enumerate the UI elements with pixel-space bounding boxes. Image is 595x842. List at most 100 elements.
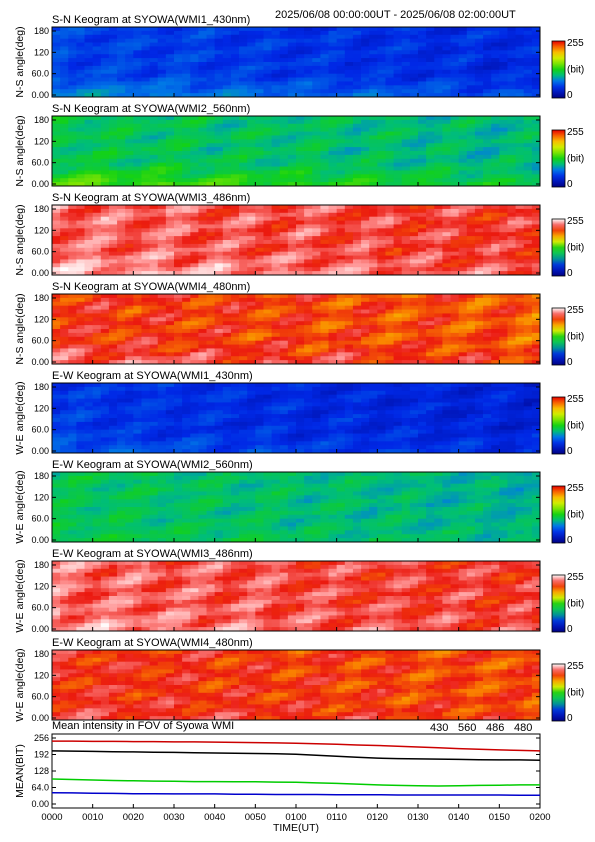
keogram-title: E-W Keogram at SYOWA(WMI1_430nm) — [52, 370, 253, 382]
x-tick-label: 0100 — [285, 812, 306, 823]
y-tick-label: 120 — [34, 136, 49, 146]
x-tick-label: 0020 — [123, 812, 144, 823]
y-tick-label: 60.0 — [31, 336, 49, 346]
x-tick-label: 0050 — [245, 812, 266, 823]
keogram-image — [52, 383, 541, 454]
series-line-560 — [51, 778, 540, 787]
y-axis-label: N-S angle(deg) — [14, 293, 26, 364]
colorbar-min-label: 0 — [567, 357, 573, 368]
y-axis-label: W-E angle(deg) — [14, 559, 26, 632]
y-tick-label: 120 — [34, 581, 49, 591]
keogram-panel: S-N Keogram at SYOWA(WMI1_430nm) 0.00 60.0… — [14, 14, 584, 101]
y-tick-label: 180 — [34, 26, 49, 36]
colorbar — [551, 485, 566, 544]
colorbar-max-label: 255 — [567, 483, 584, 494]
mean-y-tick-label: 128 — [34, 766, 49, 776]
colorbar-max-label: 255 — [567, 394, 584, 405]
colorbar-unit-label: (bit) — [567, 599, 584, 610]
series-line-480 — [51, 750, 541, 761]
keogram-panel: E-W Keogram at SYOWA(WMI2_560nm) 0.00 60.0… — [14, 459, 584, 546]
keogram-title: S-N Keogram at SYOWA(WMI4_480nm) — [52, 281, 250, 293]
colorbar-unit-label: (bit) — [567, 421, 584, 432]
y-tick-label: 0.00 — [31, 179, 49, 189]
x-tick-label: 0200 — [529, 812, 550, 823]
y-axis-label: W-E angle(deg) — [14, 381, 26, 454]
y-tick-label: 120 — [34, 314, 49, 324]
colorbar-unit-label: (bit) — [567, 154, 584, 165]
legend-entry: 430 — [430, 722, 448, 734]
y-tick-label: 60.0 — [31, 425, 49, 435]
keogram-image — [52, 205, 541, 276]
y-axis-label: W-E angle(deg) — [14, 470, 26, 543]
colorbar-min-label: 0 — [567, 179, 573, 190]
mean-intensity-panel: Mean intensity in FOV of Syowa WMI 430 560… — [14, 720, 551, 834]
colorbar-max-label: 255 — [567, 216, 584, 227]
colorbar — [551, 663, 566, 722]
series-line-430 — [51, 791, 540, 796]
keogram-image — [52, 561, 541, 632]
y-tick-label: 180 — [34, 293, 49, 303]
y-tick-label: 0.00 — [31, 624, 49, 634]
y-tick-label: 0.00 — [31, 446, 49, 456]
y-tick-label: 180 — [34, 382, 49, 392]
y-tick-label: 60.0 — [31, 69, 49, 79]
y-tick-label: 120 — [34, 670, 49, 680]
x-tick-label: 0130 — [407, 812, 428, 823]
y-tick-label: 0.00 — [31, 535, 49, 545]
x-tick-label: 0040 — [204, 812, 225, 823]
keogram-title: E-W Keogram at SYOWA(WMI3_486nm) — [52, 548, 253, 560]
keogram-image — [52, 650, 541, 721]
x-tick-label: 0110 — [326, 812, 346, 823]
colorbar — [551, 307, 566, 366]
colorbar — [551, 574, 566, 633]
y-tick-label: 120 — [34, 403, 49, 413]
y-tick-label: 180 — [34, 115, 49, 125]
y-tick-label: 180 — [34, 471, 49, 481]
keogram-panel: S-N Keogram at SYOWA(WMI3_486nm) 0.00 60.0… — [14, 192, 584, 279]
mean-y-tick-label: 0.00 — [31, 799, 49, 809]
keogram-title: S-N Keogram at SYOWA(WMI1_430nm) — [52, 14, 250, 26]
y-axis-label: N-S angle(deg) — [14, 26, 26, 97]
y-tick-label: 180 — [34, 649, 49, 659]
keogram-panel: E-W Keogram at SYOWA(WMI1_430nm) 0.00 60.0… — [14, 370, 584, 457]
x-tick-label: 0010 — [82, 812, 103, 823]
series-line-486 — [52, 740, 541, 752]
y-tick-label: 120 — [34, 492, 49, 502]
x-tick-label: 0000 — [41, 812, 62, 823]
y-tick-label: 60.0 — [31, 514, 49, 524]
mean-plot-frame — [51, 733, 541, 809]
keogram-image — [52, 472, 541, 543]
keogram-panel: E-W Keogram at SYOWA(WMI4_480nm) 0.00 60.0… — [14, 637, 584, 724]
colorbar-min-label: 0 — [567, 90, 573, 101]
x-tick-label: 0120 — [367, 812, 388, 823]
colorbar-max-label: 255 — [567, 661, 584, 672]
keogram-image — [52, 27, 541, 98]
legend-entry: 486 — [486, 722, 504, 734]
y-axis-label: N-S angle(deg) — [14, 115, 26, 186]
y-tick-label: 180 — [34, 560, 49, 570]
colorbar-max-label: 255 — [567, 127, 584, 138]
keogram-panel: S-N Keogram at SYOWA(WMI2_560nm) 0.00 60.0… — [14, 103, 584, 190]
colorbar-max-label: 255 — [567, 305, 584, 316]
keogram-image — [52, 294, 541, 365]
y-tick-label: 120 — [34, 225, 49, 235]
keogram-panel: S-N Keogram at SYOWA(WMI4_480nm) 0.00 60.0… — [14, 281, 584, 368]
colorbar-unit-label: (bit) — [567, 332, 584, 343]
colorbar-min-label: 0 — [567, 535, 573, 546]
y-axis-label: W-E angle(deg) — [14, 648, 26, 721]
colorbar-unit-label: (bit) — [567, 65, 584, 76]
colorbar-max-label: 255 — [567, 38, 584, 49]
colorbar-min-label: 0 — [567, 268, 573, 279]
keogram-image — [52, 116, 541, 187]
colorbar-max-label: 255 — [567, 572, 584, 583]
x-tick-label: 0030 — [163, 812, 184, 823]
keogram-title: S-N Keogram at SYOWA(WMI2_560nm) — [52, 103, 250, 115]
time-range-header: 2025/06/08 00:00:00UT - 2025/06/08 02:00… — [275, 9, 516, 21]
keogram-title: E-W Keogram at SYOWA(WMI2_560nm) — [52, 459, 253, 471]
y-tick-label: 180 — [34, 204, 49, 214]
legend-entry: 480 — [514, 722, 532, 734]
keogram-panel: E-W Keogram at SYOWA(WMI3_486nm) 0.00 60.0… — [14, 548, 584, 635]
colorbar — [551, 129, 566, 188]
mean-y-tick-label: 256 — [34, 733, 49, 743]
